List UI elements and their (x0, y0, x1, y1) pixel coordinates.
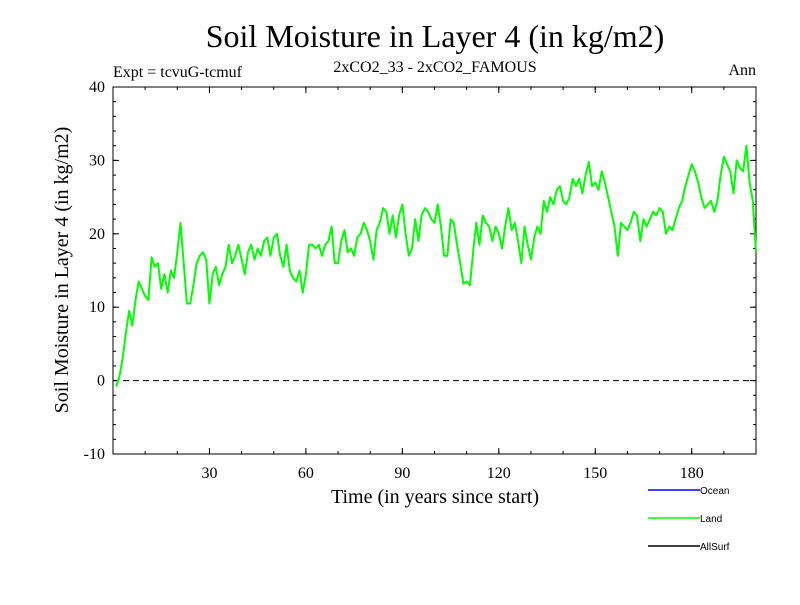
y-axis: -10 0 10 20 30 40 (84, 79, 756, 463)
x-tick-label: 60 (298, 465, 314, 482)
plot-frame (112, 86, 757, 455)
y-tick-label: 30 (89, 152, 105, 169)
y-axis-label: Soil Moisture in Layer 4 (in kg/m2) (51, 127, 73, 414)
x-axis: 30 60 90 120 150 180 (144, 87, 725, 482)
chart-subtitle-center: 2xCO2_33 - 2xCO2_FAMOUS (333, 59, 536, 76)
y-tick-label: 0 (97, 373, 105, 390)
x-axis-label: Time (in years since start) (331, 486, 539, 508)
series-line-land (115, 144, 757, 387)
x-tick-label: 30 (201, 465, 217, 482)
x-tick-label: 150 (583, 465, 607, 482)
series-layer (115, 144, 757, 387)
y-tick-label: 40 (89, 79, 105, 96)
legend-label-allsurf: AllSurf (700, 542, 730, 553)
x-tick-label: 180 (680, 465, 704, 482)
legend: Ocean Land AllSurf (648, 486, 730, 553)
chart-subtitle-right: Ann (728, 62, 756, 79)
legend-label-ocean: Ocean (700, 486, 729, 497)
x-tick-label: 90 (394, 465, 410, 482)
legend-label-land: Land (700, 514, 722, 525)
y-tick-label: 10 (89, 299, 105, 316)
y-tick-label: -10 (84, 446, 105, 463)
chart-subtitle-left: Expt = tcvuG-tcmuf (113, 64, 243, 81)
x-tick-label: 120 (487, 465, 511, 482)
y-tick-label: 20 (89, 226, 105, 243)
chart-title: Soil Moisture in Layer 4 (in kg/m2) (206, 18, 665, 54)
